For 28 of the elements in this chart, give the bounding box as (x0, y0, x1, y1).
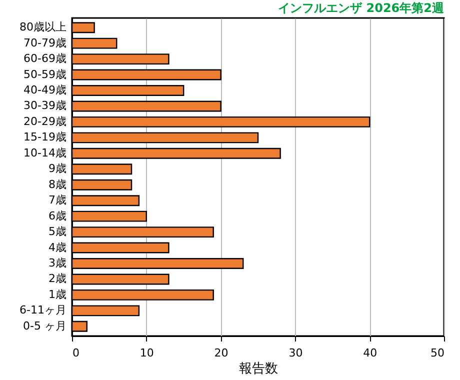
y-tick-label: 20-29歳 (24, 114, 66, 128)
y-tick-label: 2歳 (48, 272, 66, 286)
y-tick-label: 6-11ヶ月 (20, 304, 66, 317)
y-tick-label: 6歳 (48, 209, 66, 222)
x-tick-label: 10 (140, 346, 154, 360)
y-tick-label: 80歳以上 (20, 20, 66, 34)
y-tick-label: 4歳 (48, 240, 66, 254)
y-tick-label: 5歳 (48, 225, 66, 238)
y-tick-label: 40-49歳 (24, 84, 66, 96)
x-tick-label: 40 (363, 346, 378, 360)
y-tick-label: 10-14歳 (24, 146, 66, 160)
y-tick-label: 60-69歳 (24, 52, 66, 66)
x-tick-label: 20 (214, 346, 228, 360)
y-tick-label: 8歳 (48, 178, 66, 191)
x-axis-title: 報告数 (239, 362, 278, 376)
x-tick-label: 30 (288, 346, 303, 360)
y-tick-label: 9歳 (48, 162, 66, 176)
x-tick-label: 0 (72, 346, 80, 360)
y-tick-label: 7歳 (48, 194, 66, 207)
x-tick-label: 50 (430, 346, 444, 360)
y-tick-label: 70-79歳 (24, 36, 66, 50)
y-tick-label: 15-19歳 (24, 130, 66, 144)
y-tick-label: 3歳 (48, 256, 66, 270)
chart-title: インフルエンザ 2026年第2週 (278, 1, 445, 15)
y-tick-label: 0-5 ヶ月 (23, 319, 66, 332)
y-tick-label: 50-59歳 (24, 68, 66, 81)
y-tick-label: 30-39歳 (24, 99, 66, 112)
y-tick-label: 1歳 (48, 288, 66, 301)
